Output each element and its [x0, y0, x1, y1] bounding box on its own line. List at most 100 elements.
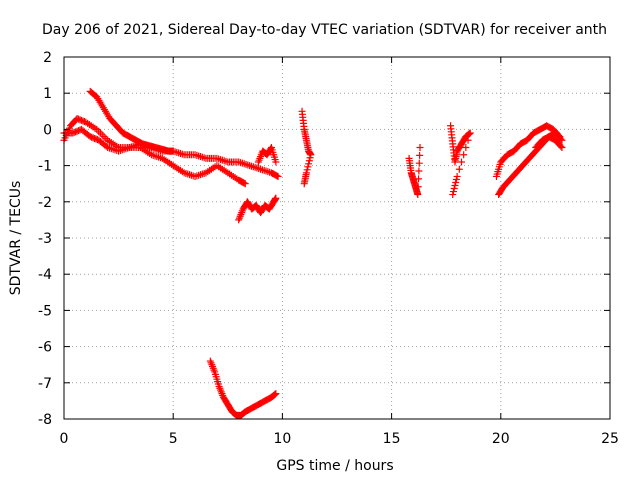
data-point: [96, 129, 104, 137]
data-point: [257, 165, 265, 173]
y-tick-label: 1: [43, 86, 52, 102]
data-point: [304, 163, 312, 171]
data-point: [557, 135, 565, 143]
data-point: [220, 157, 228, 165]
data-point: [300, 180, 308, 188]
data-point: [242, 160, 250, 168]
y-axis-label: SDTVAR / TECUs: [8, 181, 24, 296]
data-point: [255, 165, 263, 173]
data-point: [124, 144, 132, 152]
series-arc-early-a: [60, 115, 282, 180]
data-point: [449, 188, 457, 196]
data-point: [244, 161, 252, 169]
series-arc-descending: [86, 87, 177, 155]
data-point: [122, 145, 130, 153]
data-point: [557, 142, 565, 150]
y-tick-label: -5: [38, 303, 52, 319]
data-point: [115, 147, 123, 155]
data-point: [217, 156, 225, 164]
data-point: [153, 153, 161, 161]
data-point: [270, 391, 278, 399]
data-point: [176, 150, 184, 158]
series-arc-9-10: [254, 144, 280, 166]
series-arc-late-b: [495, 129, 566, 199]
data-point: [191, 172, 199, 180]
data-point: [457, 158, 465, 166]
data-point: [453, 172, 461, 180]
series-arc-bottom: [206, 357, 280, 419]
y-tick-label: -4: [38, 267, 52, 283]
series-arc-lower-mid: [235, 194, 280, 224]
data-point: [193, 151, 201, 159]
data-point: [465, 130, 473, 138]
data-point: [253, 164, 261, 172]
data-point: [120, 145, 128, 153]
data-point: [240, 179, 248, 187]
y-tick-label: -6: [38, 340, 52, 356]
data-point: [455, 165, 463, 173]
y-tick-label: 2: [43, 50, 52, 66]
series-arc-18: [447, 122, 474, 199]
data-point: [262, 167, 270, 175]
data-point: [213, 154, 221, 162]
series-arc-late-c: [532, 133, 566, 151]
data-point: [450, 185, 458, 193]
data-point: [462, 144, 470, 151]
data-point: [273, 172, 281, 180]
x-tick-label: 0: [60, 431, 69, 447]
data-point: [218, 156, 226, 164]
data-point: [414, 183, 422, 191]
data-point: [452, 175, 460, 183]
y-tick-label: -1: [38, 159, 52, 175]
data-point: [169, 147, 177, 155]
y-tick-label: -7: [38, 376, 52, 392]
data-point: [415, 159, 423, 167]
data-point: [186, 171, 194, 179]
data-point: [466, 129, 474, 137]
data-point: [249, 163, 257, 171]
data-point: [558, 136, 566, 144]
data-point: [449, 191, 457, 199]
data-point: [305, 157, 313, 165]
data-point: [235, 158, 243, 166]
series-arc-late: [492, 122, 564, 180]
data-points: [60, 87, 566, 419]
data-point: [272, 194, 280, 202]
data-point: [274, 172, 282, 180]
data-point: [452, 178, 460, 186]
x-tick-label: 5: [169, 431, 178, 447]
data-point: [251, 163, 259, 171]
data-point: [193, 172, 201, 180]
data-point: [272, 158, 280, 166]
series-arc-16: [405, 144, 424, 199]
x-tick-labels: 0 5 10 15 20 25: [60, 431, 619, 447]
data-point: [260, 166, 268, 174]
data-point: [100, 133, 108, 141]
data-point: [222, 157, 230, 165]
y-tick-label: -2: [38, 195, 52, 211]
data-point: [271, 390, 279, 398]
data-point: [195, 171, 203, 179]
data-point: [272, 390, 280, 398]
data-point: [237, 159, 245, 167]
series-arc-early-b: [60, 125, 249, 188]
y-tick-label: 0: [43, 122, 52, 138]
data-point: [558, 144, 566, 151]
x-tick-label: 15: [383, 431, 401, 447]
data-point: [415, 167, 423, 175]
x-tick-label: 20: [492, 431, 510, 447]
data-point: [191, 151, 199, 159]
data-point: [175, 149, 183, 157]
data-point: [215, 155, 223, 163]
data-point: [464, 136, 472, 144]
data-point: [416, 151, 424, 159]
x-tick-label: 10: [273, 431, 291, 447]
data-point: [247, 162, 255, 170]
data-point: [178, 150, 186, 158]
data-point: [451, 182, 459, 190]
data-point: [460, 151, 468, 159]
chart-title: Day 206 of 2021, Sidereal Day-to-day VTE…: [42, 22, 607, 38]
data-point: [197, 171, 204, 179]
data-point: [267, 145, 275, 153]
